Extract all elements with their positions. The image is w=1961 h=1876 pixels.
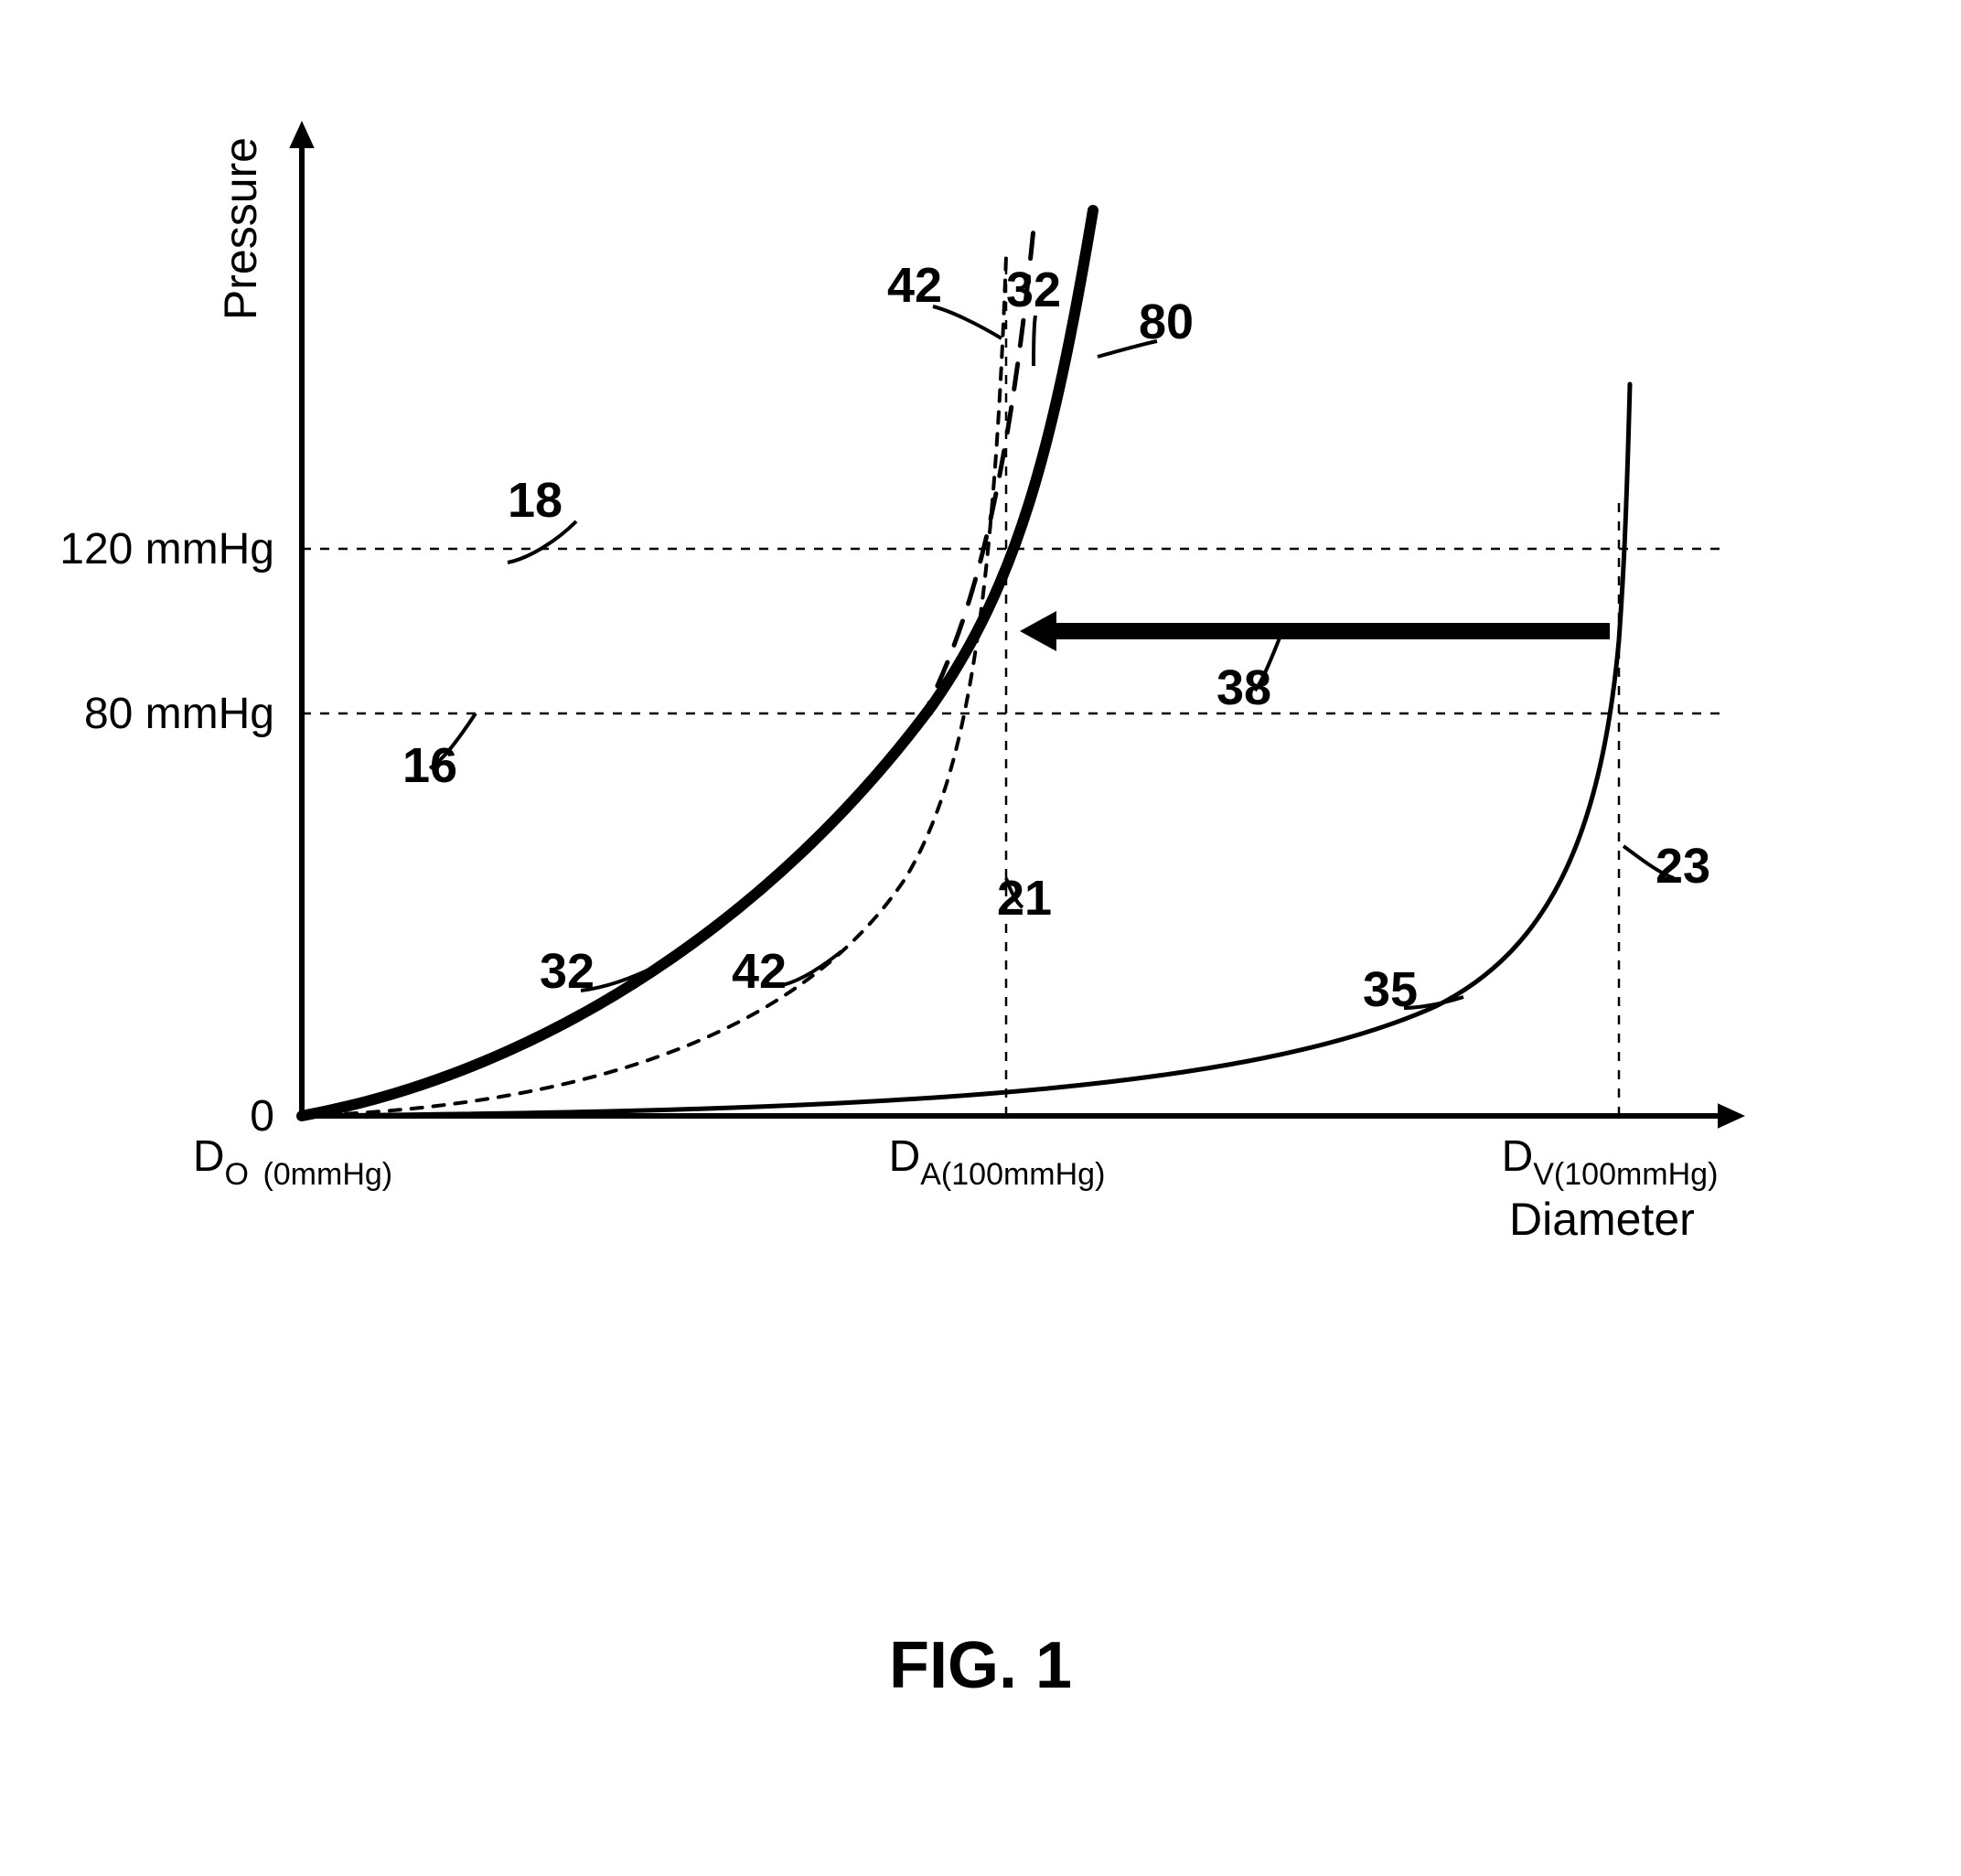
- svg-text:35: 35: [1363, 962, 1418, 1017]
- svg-text:42: 42: [887, 258, 942, 313]
- svg-text:32: 32: [540, 944, 595, 999]
- svg-text:23: 23: [1656, 839, 1710, 894]
- svg-text:Pressure: Pressure: [215, 137, 266, 320]
- svg-text:18: 18: [508, 473, 563, 528]
- svg-text:16: 16: [402, 738, 457, 793]
- svg-text:32: 32: [1006, 263, 1061, 317]
- figure-caption: FIG. 1: [0, 1628, 1961, 1703]
- svg-text:42: 42: [732, 944, 787, 999]
- plot-svg: Pressure Diameter 0 80 mmHg 120 mmHg DO (0mmH…: [0, 0, 1961, 1876]
- svg-text:DO (0mmHg): DO (0mmHg): [193, 1132, 392, 1192]
- svg-text:80: 80: [1139, 295, 1194, 349]
- svg-text:Diameter: Diameter: [1509, 1194, 1695, 1245]
- figure-page: Pressure Diameter 0 80 mmHg 120 mmHg DO (0mmH…: [0, 0, 1961, 1876]
- svg-text:DV(100mmHg): DV(100mmHg): [1502, 1132, 1719, 1192]
- svg-text:120 mmHg: 120 mmHg: [59, 525, 274, 574]
- svg-text:80 mmHg: 80 mmHg: [84, 690, 274, 738]
- svg-text:0: 0: [250, 1092, 274, 1141]
- svg-text:21: 21: [997, 871, 1052, 926]
- svg-text:DA(100mmHg): DA(100mmHg): [889, 1132, 1106, 1192]
- svg-text:38: 38: [1216, 660, 1271, 715]
